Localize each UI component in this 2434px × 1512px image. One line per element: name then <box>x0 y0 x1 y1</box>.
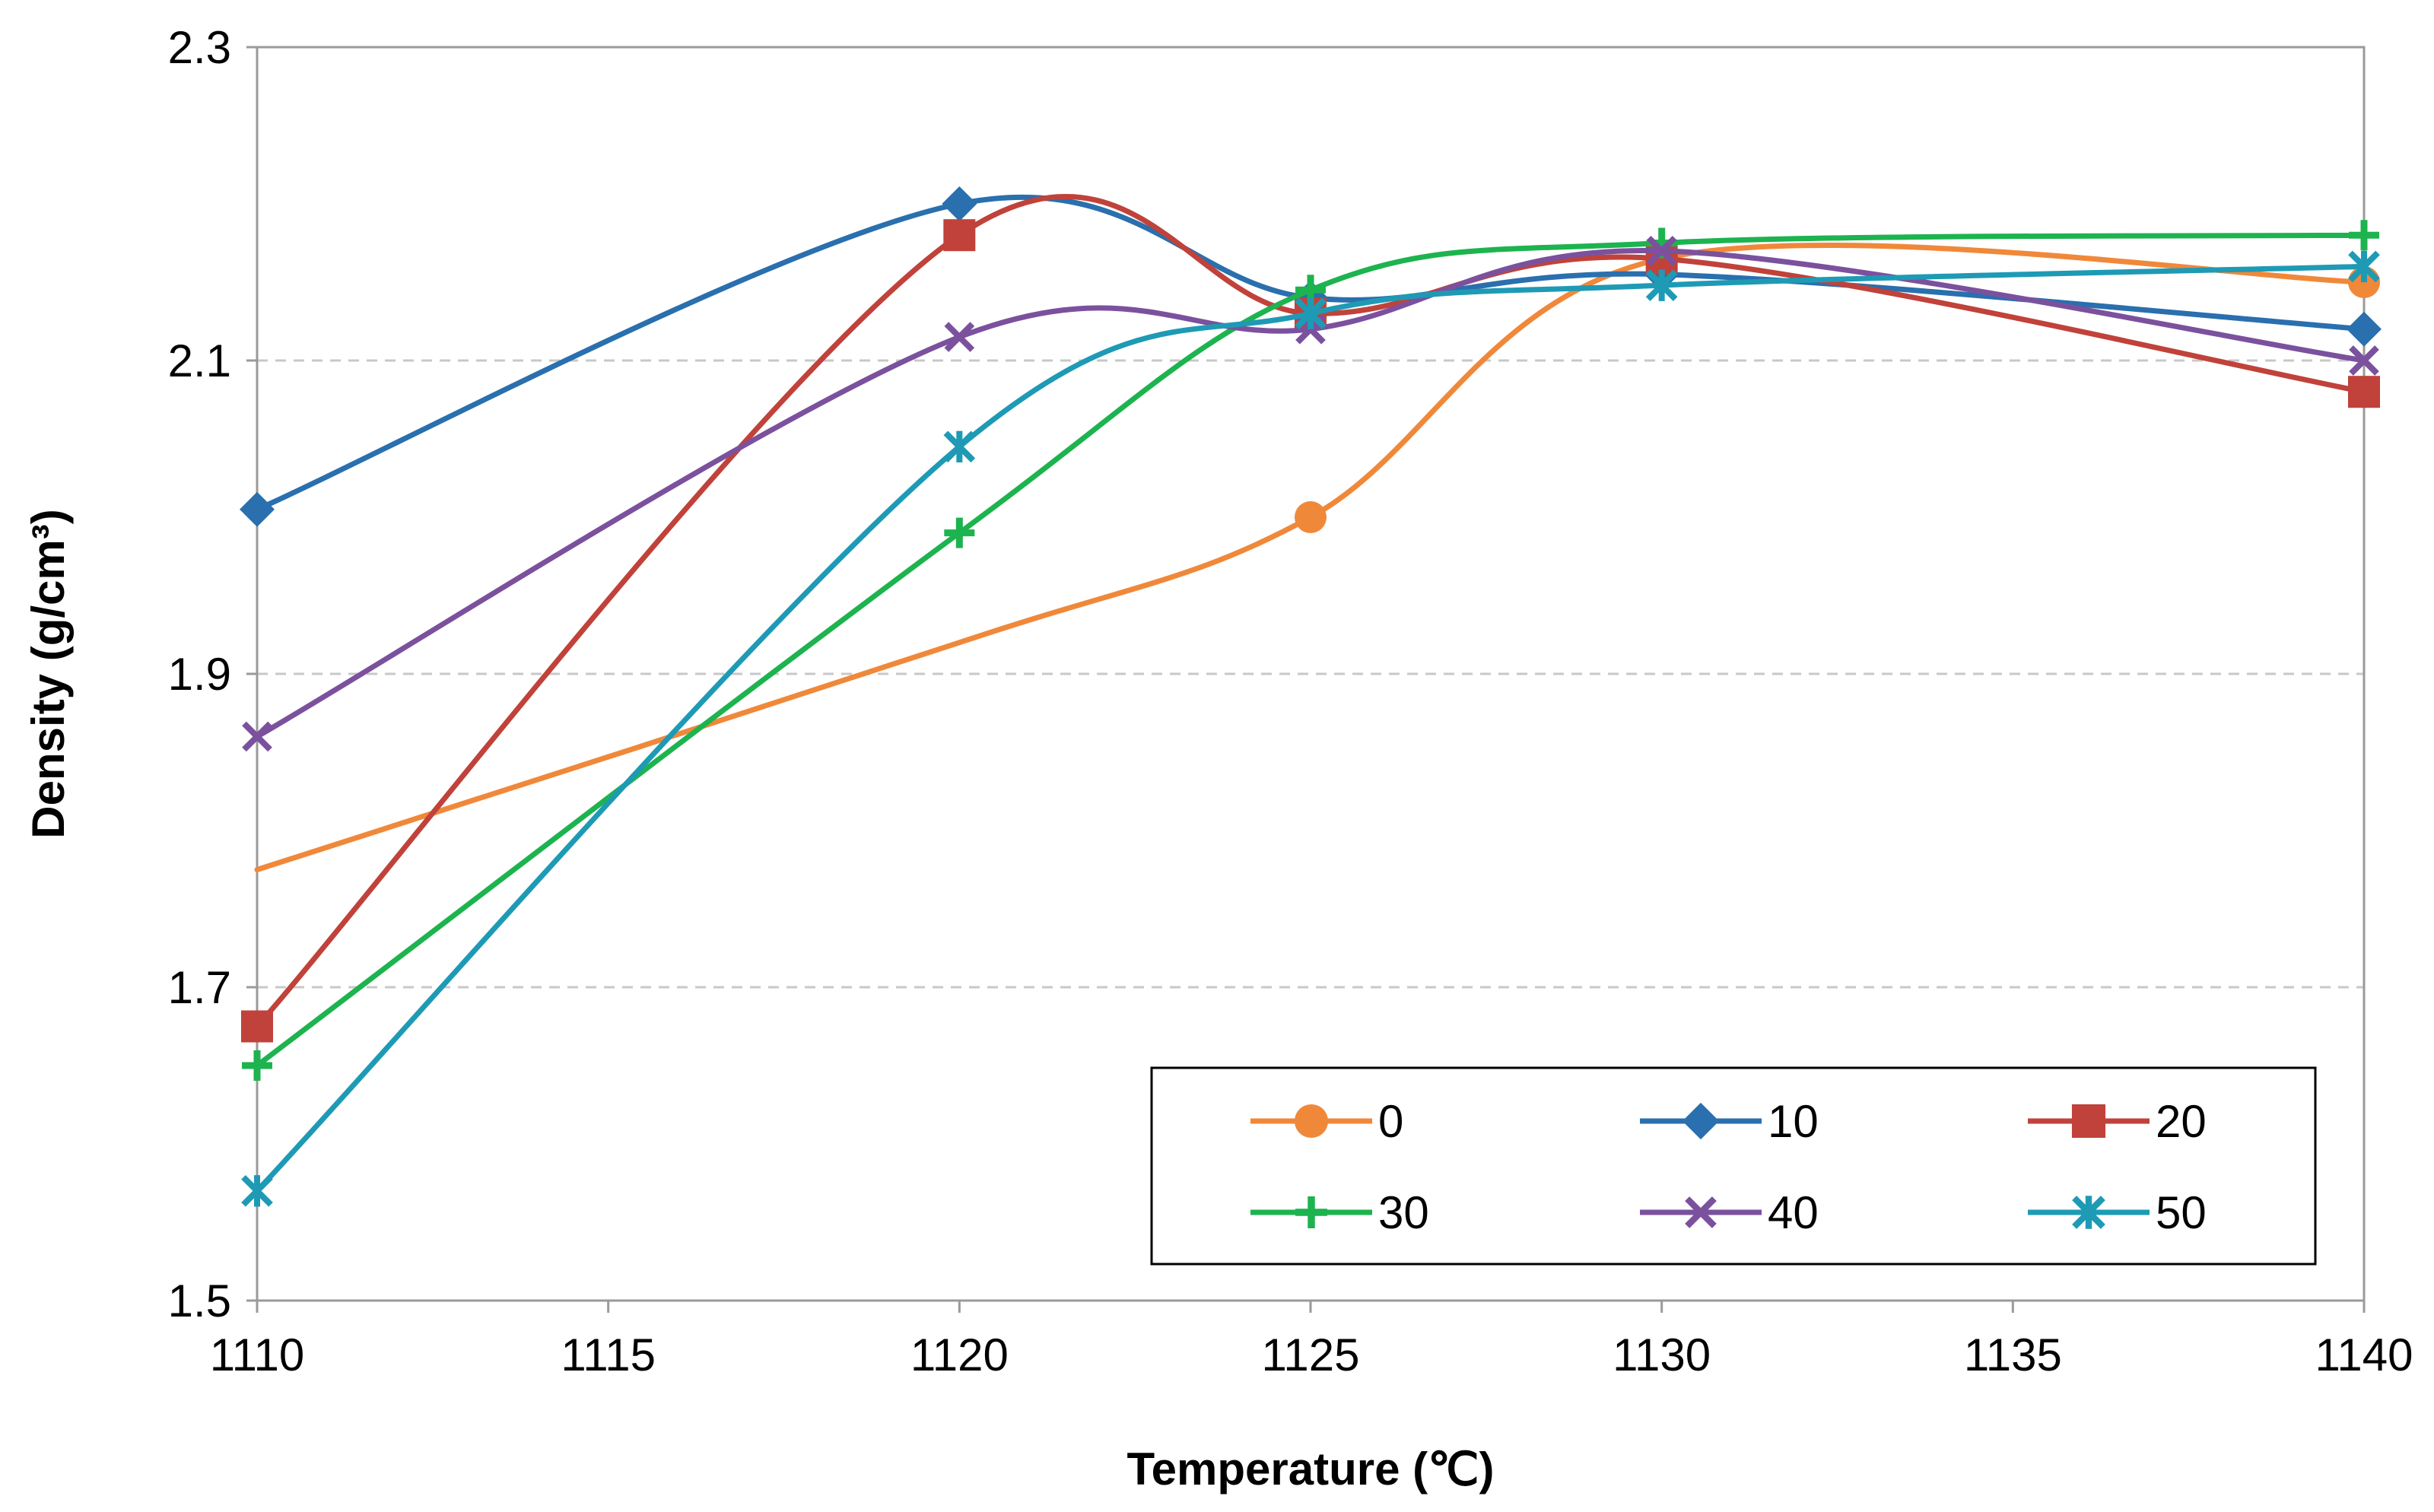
legend-label-10: 10 <box>1768 1096 1819 1147</box>
x-tick-label-1140: 1140 <box>2315 1329 2413 1380</box>
y-axis-title: Density (g/cm³) <box>23 509 74 838</box>
legend-marker-0 <box>1295 1104 1328 1138</box>
y-tick-label-1.9: 1.9 <box>168 649 231 700</box>
chart-background <box>0 0 2434 1512</box>
legend-label-30: 30 <box>1378 1187 1429 1238</box>
x-axis-title: Temperature (℃) <box>1126 1444 1494 1495</box>
y-tick-label-1.7: 1.7 <box>168 962 231 1013</box>
series-20-point-1120 <box>943 219 975 251</box>
x-tick-label-1135: 1135 <box>1964 1329 2062 1380</box>
x-tick-label-1120: 1120 <box>910 1329 1009 1380</box>
x-tick-label-1130: 1130 <box>1613 1329 1711 1380</box>
density-chart: 1.5 1.7 1.9 2.1 2.3 1110 1115 1120 1125 1130 1135 1… <box>0 0 2434 1512</box>
x-tick-label-1110: 1110 <box>210 1329 305 1380</box>
legend-marker-20 <box>2072 1104 2105 1138</box>
legend-label-50: 50 <box>2156 1187 2207 1238</box>
x-tick-label-1125: 1125 <box>1261 1329 1359 1380</box>
series-20-point-1140 <box>2348 376 2380 408</box>
legend-label-20: 20 <box>2156 1096 2207 1147</box>
legend-box <box>1152 1068 2315 1264</box>
series-0-point-1125 <box>1295 501 1327 533</box>
series-20-point-1110 <box>241 1011 273 1043</box>
y-tick-label-2.1: 2.1 <box>168 335 231 386</box>
legend-label-0: 0 <box>1378 1096 1403 1147</box>
legend: 0 10 20 30 40 50 <box>1152 1068 2315 1264</box>
y-tick-label-2.3: 2.3 <box>168 22 231 73</box>
x-tick-label-1115: 1115 <box>561 1329 656 1380</box>
chart-root: 1.5 1.7 1.9 2.1 2.3 1110 1115 1120 1125 1130 1135 1… <box>0 0 2434 1512</box>
legend-label-40: 40 <box>1768 1187 1819 1238</box>
y-tick-label-1.5: 1.5 <box>168 1275 231 1326</box>
